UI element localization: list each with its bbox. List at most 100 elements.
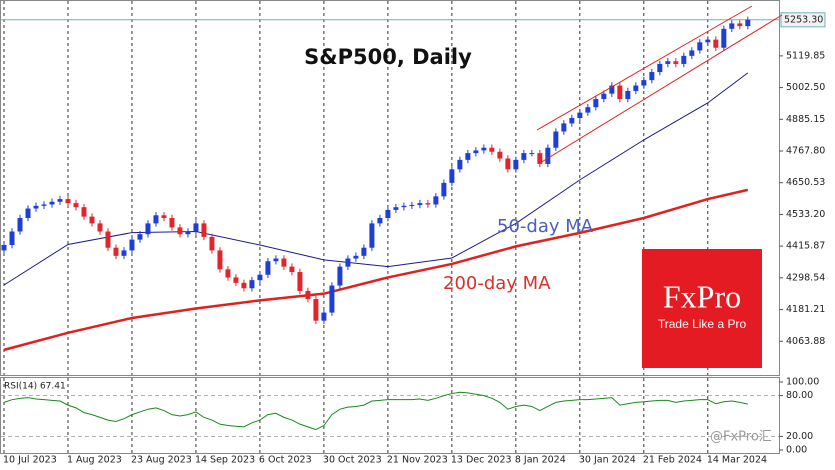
- y-tick-label: 4181.21: [786, 304, 825, 315]
- candle-body: [689, 50, 695, 56]
- logo-box: [642, 249, 762, 368]
- candle-body: [657, 63, 663, 73]
- rsi-line: [3, 391, 748, 431]
- x-tick-label: 8 Jan 2024: [515, 455, 566, 466]
- x-tick-label: 14 Sep 2023: [195, 455, 255, 466]
- candle-body: [481, 147, 487, 151]
- candle-body: [697, 42, 703, 51]
- candle-body: [617, 85, 623, 100]
- x-tick-label: 14 Mar 2024: [707, 455, 767, 466]
- candle-body: [137, 234, 143, 240]
- candle-body: [737, 23, 743, 27]
- candle-body: [609, 85, 615, 94]
- current-price-label: 5253.30: [784, 14, 823, 25]
- candle-body: [425, 203, 431, 205]
- y-tick-label: 4415.87: [786, 241, 825, 252]
- y-tick-label: 4533.20: [786, 209, 825, 220]
- x-tick-label: 30 Oct 2023: [323, 455, 382, 466]
- candle-body: [489, 147, 495, 152]
- candle-body: [633, 85, 639, 91]
- logo-tagline: Trade Like a Pro: [658, 317, 747, 331]
- ma-label: 50-day MA: [497, 216, 594, 237]
- candle-body: [345, 258, 351, 267]
- channel-lower: [539, 14, 783, 164]
- rsi-title: RSI(14) 67.41: [4, 382, 66, 392]
- candle-body: [209, 236, 215, 251]
- candle-body: [129, 239, 135, 251]
- candle-body: [1, 245, 7, 251]
- candle-body: [305, 290, 311, 300]
- candle-body: [729, 23, 735, 29]
- candle-body: [65, 199, 71, 204]
- candle-body: [521, 153, 527, 160]
- candle-body: [353, 255, 359, 259]
- candle-body: [329, 285, 335, 313]
- candle-body: [201, 223, 207, 237]
- candle-body: [225, 269, 231, 278]
- candle-body: [273, 258, 279, 262]
- x-tick-label: 10 Jul 2023: [3, 455, 57, 466]
- candle-body: [25, 208, 31, 218]
- candle-body: [529, 153, 535, 155]
- candle-body: [185, 231, 191, 235]
- candle-body: [497, 151, 503, 159]
- current-price-box: [780, 12, 826, 28]
- candle-body: [41, 204, 47, 206]
- candle-body: [17, 217, 23, 232]
- candle-body: [193, 223, 199, 232]
- logo-brand: FxPro: [663, 278, 741, 314]
- y-tick-label: 4767.80: [786, 146, 825, 157]
- y-tick-label: 5002.50: [786, 82, 825, 93]
- candle-body: [465, 153, 471, 160]
- candle-body: [705, 39, 711, 43]
- y-tick-label: 5119.85: [786, 50, 825, 61]
- candle-body: [401, 205, 407, 208]
- candle-body: [625, 90, 631, 100]
- candle-body: [377, 217, 383, 224]
- candle-body: [265, 261, 271, 275]
- candle-body: [545, 147, 551, 164]
- candle-body: [49, 201, 55, 205]
- candle-body: [385, 209, 391, 218]
- candle-body: [153, 215, 159, 224]
- y-tick-label: 4650.53: [786, 177, 825, 188]
- candle-body: [121, 250, 127, 256]
- y-tick-label: 20.00: [786, 431, 813, 442]
- candle-body: [433, 196, 439, 205]
- candle-body: [73, 203, 79, 208]
- rsi-frame: [0, 377, 780, 454]
- candle-body: [105, 231, 111, 248]
- x-tick-label: 6 Oct 2023: [259, 455, 312, 466]
- candle-body: [89, 216, 95, 224]
- watermark: @FxPro汇: [710, 430, 772, 445]
- candle-body: [177, 227, 183, 235]
- candle-body: [649, 72, 655, 81]
- candle-body: [241, 282, 247, 289]
- candle-body: [441, 182, 447, 197]
- candle-body: [601, 93, 607, 100]
- candle-body: [9, 231, 15, 246]
- candle-body: [145, 223, 151, 235]
- main-frame: [0, 0, 780, 376]
- candle-body: [553, 131, 559, 148]
- candle-body: [585, 107, 591, 113]
- candle-body: [505, 158, 511, 170]
- candle-body: [593, 99, 599, 108]
- chart-title: S&P500, Daily: [304, 45, 472, 69]
- candle-body: [321, 312, 327, 321]
- channel-upper: [536, 5, 753, 131]
- candle-body: [745, 19, 751, 27]
- candle-body: [257, 274, 263, 281]
- candle-body: [113, 247, 119, 256]
- candle-body: [57, 199, 63, 202]
- candle-body: [561, 123, 567, 132]
- x-tick-label: 1 Aug 2023: [67, 455, 122, 466]
- candle-body: [169, 217, 175, 228]
- y-tick-label: 0.00: [786, 445, 807, 456]
- ma-line: [3, 72, 749, 286]
- candle-body: [313, 299, 319, 321]
- x-tick-label: 23 Aug 2023: [131, 455, 192, 466]
- candle-body: [81, 207, 87, 217]
- candle-body: [641, 80, 647, 86]
- candle-body: [569, 117, 575, 124]
